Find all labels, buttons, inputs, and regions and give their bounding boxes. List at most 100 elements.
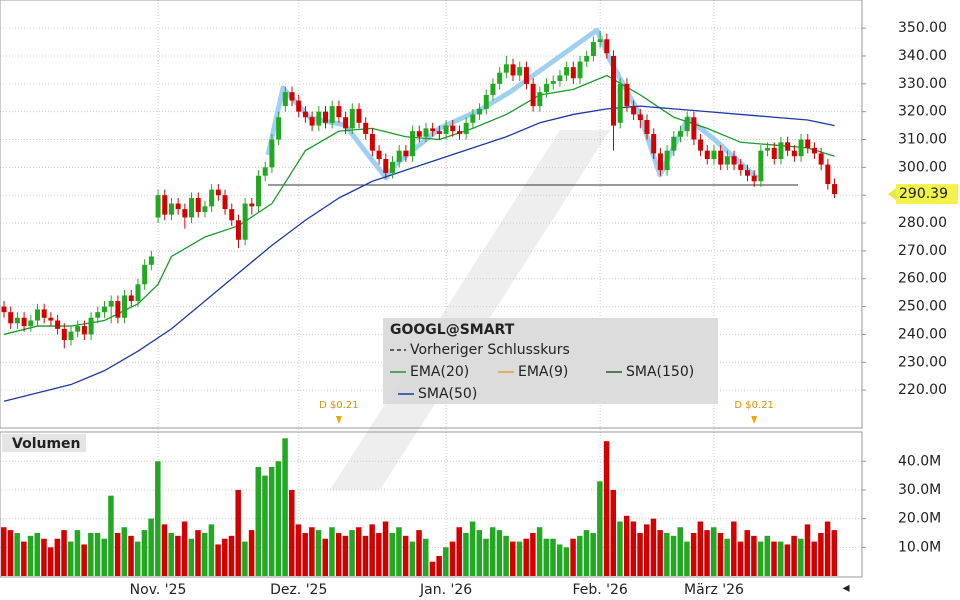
candle-body [617,83,623,123]
volume-bar [637,532,643,576]
candle-body [8,312,14,324]
candle-body [530,83,536,107]
candle-body [410,131,416,157]
candle-body [765,147,771,151]
candle-body [356,108,362,123]
candle-body [450,125,456,132]
candle-body [142,264,148,285]
volume-bar [516,541,523,576]
candle-body [483,94,489,109]
volume-frame [0,431,863,578]
y-tick-label: 220.00 [898,382,947,398]
price-frame [0,0,863,429]
volume-bar [282,438,288,576]
y-tick-label: 10.0M [898,539,941,555]
candle-body [195,197,201,212]
volume-bar [503,535,509,576]
candle-body [302,111,308,118]
candle-body [416,131,422,137]
volume-bar [550,538,556,576]
volume-bar [657,530,663,576]
candle-body [544,83,550,93]
candle-body [95,312,101,318]
candle-body [651,133,657,154]
candle-body [671,136,677,151]
legend-label[interactable]: SMA(50) [418,386,477,402]
candle-body [684,117,690,132]
candle-body [135,284,141,302]
volume-bar [302,532,308,576]
volume-bar [824,521,831,576]
volume-bar [275,461,282,576]
volume-bar [429,561,436,576]
x-tick-label: Feb. '26 [572,582,627,598]
candle-body [711,150,717,160]
watermark [330,130,610,490]
candle-body [430,128,436,132]
volume-bar [195,530,201,576]
volume-bar [396,527,402,576]
legend-label[interactable]: EMA(9) [518,364,568,380]
volume-bar [664,532,670,576]
candle-body [751,175,757,182]
volume-bar [201,532,208,576]
candle-body [235,220,241,240]
candle-body [48,317,54,321]
candle-body [155,195,161,218]
volume-bar [610,489,617,576]
volume-bar [54,538,61,576]
y-tick-label: 300.00 [898,159,947,175]
volume-bar [382,521,389,576]
candle-body [1,306,7,313]
candle-body [101,306,107,313]
y-tick-label: 40.0M [898,453,941,469]
candle-body [691,117,697,140]
candle-body [108,301,114,307]
volume-bar [811,541,817,576]
x-tick-label: März '26 [684,582,744,598]
volume-bar [530,532,536,576]
candle-body [825,164,831,185]
volume-bar [295,524,302,576]
volume-bar [791,535,797,576]
candle-body [624,83,630,107]
volume-bar [577,535,583,576]
volume-bar [47,547,54,576]
volume-bar [242,541,248,576]
volume-bar [121,527,128,576]
volume-bar [737,541,744,576]
volume-bar [644,524,650,576]
volume-bar [329,527,335,576]
volume-bar [510,541,516,576]
legend-label[interactable]: SMA(150) [626,364,694,380]
volume-bar [81,544,87,576]
volume-label-bg [2,434,86,452]
volume-bar [74,530,81,576]
candle-body [175,203,181,210]
candle-body [564,67,570,76]
volume-bar [784,544,791,576]
candle-body [557,75,563,82]
y-tick-label: 250.00 [898,299,947,315]
candle-body [215,189,221,196]
y-tick-label: 20.0M [898,511,941,527]
volume-bar [757,541,764,576]
candle-body [698,139,704,151]
volume-bar [496,530,503,576]
candle-body [148,256,154,265]
volume-bar [342,535,349,576]
candle-body [818,153,824,165]
volume-bar [7,530,14,576]
volume-bar [222,538,228,576]
volume-bar [141,530,148,576]
candle-body [189,197,195,218]
candle-body [229,209,235,221]
candle-body [657,153,663,171]
x-tick-label: Jan. '26 [419,582,472,598]
scroll-arrow[interactable]: ◂ [842,580,849,596]
legend-label[interactable]: EMA(20) [410,364,469,380]
volume-bar [463,532,469,576]
volume-bar [161,524,168,576]
candle-body [443,125,449,134]
legend-label[interactable]: Vorheriger Schlusskurs [410,342,570,358]
